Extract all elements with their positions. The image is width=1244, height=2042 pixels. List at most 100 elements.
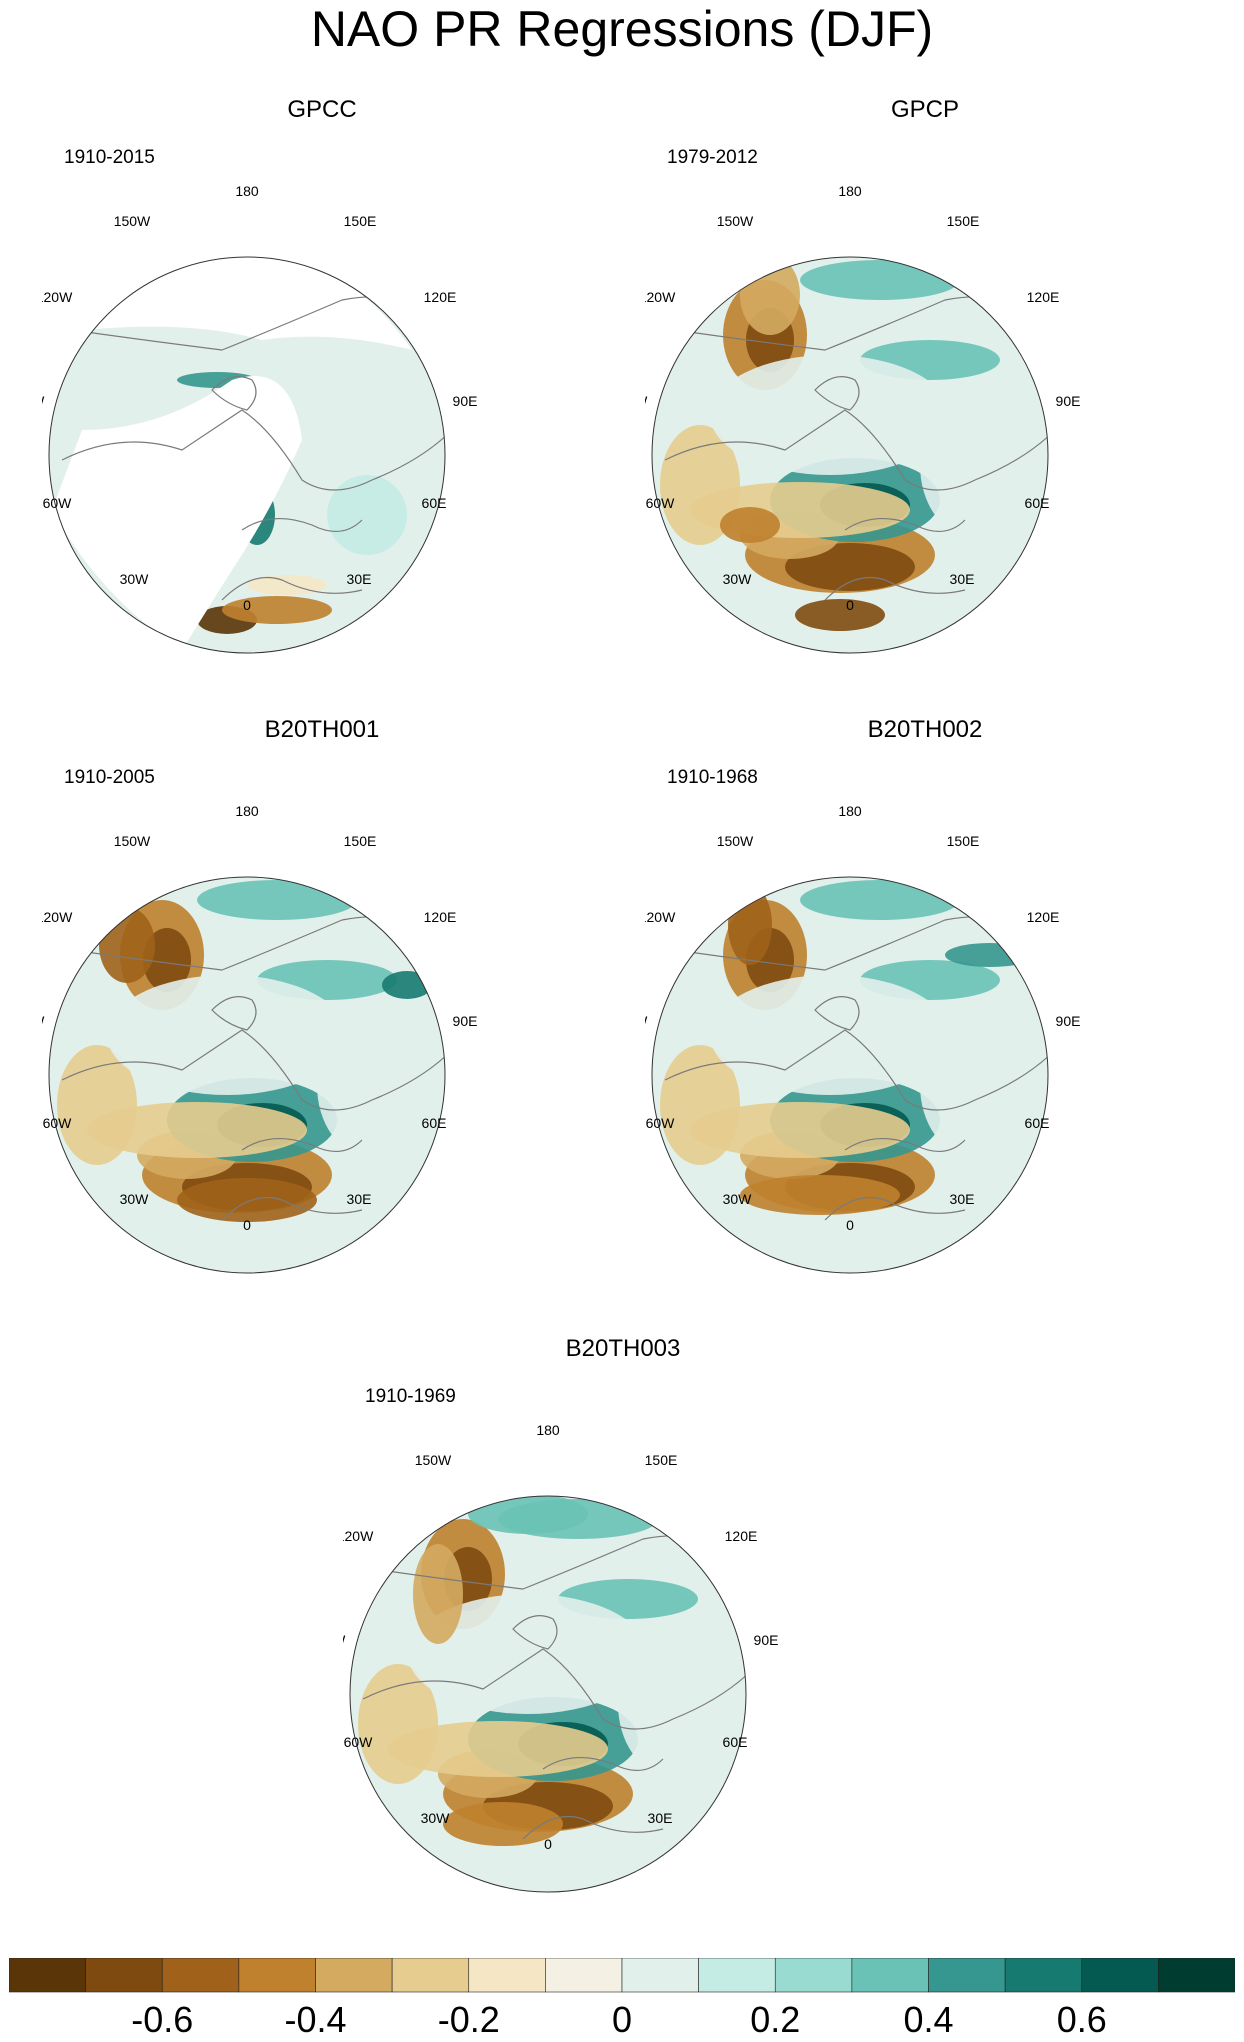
anomaly-patch — [99, 907, 155, 983]
longitude-label: 60W — [646, 1115, 676, 1131]
colorbar-swatch — [238, 1957, 316, 1993]
longitude-label: 30E — [648, 1810, 673, 1826]
panel-period: 1910-1968 — [667, 767, 758, 788]
anomaly-patch — [382, 971, 432, 999]
longitude-label: 30W — [120, 571, 150, 587]
longitude-label: 150E — [947, 833, 980, 849]
anomaly-patch — [740, 257, 800, 335]
longitude-label: 30E — [347, 1191, 372, 1207]
longitude-label: 180 — [838, 183, 862, 199]
colorbar-swatch — [1081, 1957, 1159, 1993]
longitude-label: 90E — [453, 393, 478, 409]
longitude-label: 30E — [950, 571, 975, 587]
longitude-label: 30W — [421, 1810, 451, 1826]
anomaly-patch — [413, 1544, 463, 1644]
anomaly-patch — [443, 1802, 563, 1846]
anomaly-patch — [720, 507, 780, 543]
anomaly-patch — [710, 975, 950, 1095]
colorbar-swatch — [161, 1957, 240, 1993]
longitude-label: 60E — [422, 1115, 447, 1131]
longitude-label: 150W — [415, 1452, 452, 1468]
longitude-label: 90E — [1056, 393, 1081, 409]
longitude-label: 150E — [645, 1452, 678, 1468]
longitude-label: 150W — [717, 213, 754, 229]
longitude-label: 30W — [723, 571, 753, 587]
colorbar-swatch — [468, 1957, 546, 1993]
map-border — [48, 256, 446, 654]
anomaly-patch — [358, 1664, 438, 1784]
longitude-label: 90E — [754, 1632, 779, 1648]
anomaly-patch — [107, 975, 347, 1095]
longitude-label: 120W — [42, 289, 73, 305]
longitude-label: 180 — [235, 803, 259, 819]
longitude-label: 0 — [846, 597, 854, 613]
panel-title: GPCP — [890, 96, 959, 123]
colorbar-swatch — [1004, 1957, 1083, 1993]
anomaly-patch — [327, 475, 407, 555]
longitude-label: 120E — [424, 909, 457, 925]
panel-title: B20TH003 — [565, 1335, 681, 1362]
panel-period: 1910-2005 — [64, 767, 155, 788]
colorbar-tick-label: -0.2 — [437, 1999, 500, 2040]
anomaly-patch — [660, 425, 740, 545]
map-border — [349, 1495, 747, 1893]
map-panel-gpcp: GPCP 1979-2012 180 150E 120E 90E 60E 30E 0 30W 6… — [645, 95, 1205, 655]
longitude-label: 120E — [1027, 289, 1060, 305]
longitude-label: 60E — [723, 1734, 748, 1750]
polar-map: 180 150E 120E 90E 60E 30E 0 30W 60W 90W 120W 150W — [645, 803, 1081, 1274]
longitude-label: 30E — [950, 1191, 975, 1207]
anomaly-patch — [800, 260, 960, 300]
longitude-label: 120W — [42, 909, 73, 925]
longitude-label: 120W — [645, 909, 676, 925]
longitude-label: 150E — [947, 213, 980, 229]
colorbar-swatch — [851, 1957, 929, 1993]
longitude-label: 120E — [1027, 909, 1060, 925]
colorbar-swatch — [8, 1957, 86, 1993]
anomaly-patch — [468, 1496, 588, 1534]
longitude-label: 30W — [120, 1191, 150, 1207]
anomaly-patch — [795, 599, 885, 631]
panel-title: GPCC — [287, 96, 357, 123]
colorbar-tick-label: 0.6 — [1056, 1999, 1107, 2040]
longitude-label: 90E — [1056, 1013, 1081, 1029]
longitude-label: 120E — [424, 289, 457, 305]
colorbar-tick-label: -0.4 — [284, 1999, 347, 2040]
map-panel-b20th003: B20TH003 1910-1969 180 150E 120E 90E 60E 30E 0… — [343, 1334, 903, 1894]
colorbar-tick-label: -0.6 — [131, 1999, 194, 2040]
coastlines — [61, 296, 445, 601]
longitude-label: 60W — [43, 1115, 73, 1131]
polar-map: 180 150E 120E 90E 60E 30E 0 30W 60W 90W 120W 150W — [42, 803, 477, 1274]
panel-period: 1979-2012 — [667, 147, 758, 168]
panel-period: 1910-2015 — [64, 147, 155, 168]
longitude-label: 90W — [645, 1013, 648, 1029]
anomaly-patch — [408, 1594, 648, 1714]
anomaly-patch — [728, 885, 772, 965]
longitude-label: 90W — [343, 1632, 346, 1648]
longitude-label: 30W — [723, 1191, 753, 1207]
colorbar-swatch — [391, 1957, 470, 1993]
longitude-label: 90W — [645, 393, 648, 409]
anomaly-patch — [143, 928, 191, 992]
longitude-label: 150W — [717, 833, 754, 849]
colorbar-swatch — [621, 1957, 699, 1993]
missing-data — [52, 376, 302, 650]
map-panel-gpcc: GPCC 1910-2015 180 150E 120E 90E 60E 30E 0 30W 6… — [42, 95, 602, 655]
anomaly-patch — [177, 1178, 317, 1222]
longitude-label: 90W — [42, 1013, 45, 1029]
colorbar-swatch — [698, 1957, 776, 1993]
longitude-label: 90W — [42, 393, 45, 409]
longitude-label: 60W — [646, 495, 676, 511]
map-border — [48, 876, 446, 1274]
longitude-label: 60E — [1025, 1115, 1050, 1131]
regression-field — [49, 877, 445, 1273]
anomaly-patch — [57, 1045, 137, 1165]
longitude-label: 120W — [343, 1528, 374, 1544]
longitude-label: 60E — [1025, 495, 1050, 511]
longitude-label: 150W — [114, 833, 151, 849]
longitude-label: 0 — [544, 1836, 552, 1852]
colorbar: -0.6 -0.4 -0.2 0 0.2 0.4 0.6 — [8, 1957, 1236, 2040]
colorbar-tick-label: 0.4 — [903, 1999, 954, 2040]
panel-title: B20TH002 — [867, 716, 983, 743]
map-border — [651, 876, 1049, 1274]
anomaly-patch — [800, 880, 960, 920]
